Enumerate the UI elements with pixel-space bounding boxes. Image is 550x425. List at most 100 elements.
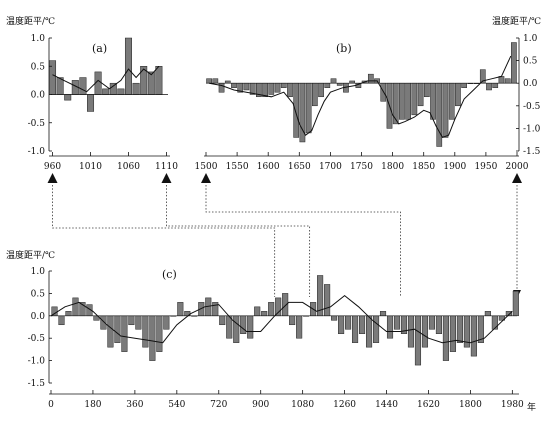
panel-c-bar [484,311,491,317]
panel-b-bars [206,42,517,147]
panel-c-bar [121,315,128,352]
panel-b-ylabel: 温度距平/℃ [492,15,541,27]
panel-b-bar [455,82,461,107]
panel-c-x-tick-label: 0 [48,400,54,410]
panel-c-x-tick-label: 1620 [417,400,440,410]
panel-a-y-tick-label: -1.0 [28,147,46,157]
panel-b-bar [492,82,499,88]
panel-b-bar [324,82,331,88]
panel-c-bar [338,315,345,334]
panel-a-y-tick-label: 0.5 [31,62,46,72]
panel-a-bar [49,60,57,95]
panel-c-bar [177,302,184,317]
panel-b-bar [448,82,455,120]
panel-c-bar [114,315,121,343]
panel-b-bar [392,82,399,125]
panel-c-tag: (c) [162,268,177,281]
panel-b-bar [318,82,324,98]
panel-c-axes: 1.0 0.5 0.0 -0.5 -1.0 -1.5 0 180 360 540 720 900 108… [28,267,524,410]
panel-c-x-tick-label: 1080 [291,400,314,410]
panel-b-y-tick-label: 0.5 [523,57,538,67]
panel-b-x-tick-label: 1950 [474,162,497,172]
panel-a-bar [102,88,110,95]
panel-b-bar [504,78,511,84]
panel-b-x-tick-label: 1750 [350,162,373,172]
panel-c-y-tick-label: 0.5 [31,289,46,299]
panel-c-x-tick-label: 720 [210,400,227,410]
panel-c-bar [72,297,79,317]
panel-c-bar [442,315,449,361]
panel-c-bar [456,315,463,343]
panel-c-bar [65,311,72,317]
connector-line [166,185,311,297]
panel-c-bar [421,315,429,348]
panel-c-bar [219,315,226,326]
panel-b-bar [498,76,505,84]
panel-a-y-tick-label: 1.0 [31,34,46,44]
panel-c-trend-line [50,294,513,344]
panel-b-axes: 1.0 0.5 0.0 -0.5 -1.0 -1.5 1500 1550 1600 1650 170… [195,34,541,172]
panel-c-xunit: 年 [527,401,536,413]
panel-c-bars [51,275,519,366]
panel-b-bar [293,82,300,138]
panel-c-bar [149,315,156,361]
panel-c-x-tick-label: 1260 [333,400,356,410]
panel-c-bar [261,311,268,317]
panel-a-tag: (a) [92,42,107,55]
panel-a-x-tick-label: 1060 [117,162,140,172]
panel-b-bar [218,82,225,93]
panel-a-x-tick-label: 960 [44,162,61,172]
panel-b-y-tick-label: 1.0 [523,34,538,44]
panel-a-trend [52,65,160,93]
panel-b-bar [511,42,517,84]
connector-marker [512,173,522,183]
panel-a-bar [155,66,163,95]
connector-line [205,185,401,297]
panel-c-bar [435,315,442,334]
panel-a-y-tick-label: -0.5 [28,119,46,129]
panel-b-bar [206,78,212,84]
panel-b-bar [287,82,293,98]
panel-b-bar [442,82,449,138]
panel-c-x-tick-label: 540 [168,400,185,410]
panel-a-bar [117,88,125,95]
panel-c-bar [135,315,142,330]
panel-c-y-tick-label: 1.0 [31,267,46,277]
panel-a-bar [64,94,72,101]
panel-b-y-tick-label: -1.5 [523,147,541,157]
panel-c-bar [100,315,107,330]
panel-b: 温度距平/℃ (b) 1.0 0.5 0.0 -0.5 -1.0 -1.5 1500 1550… [195,15,542,172]
panel-c-bar [331,315,338,321]
panel-b-bar [486,82,492,91]
panel-b-x-tick-label: 1650 [288,162,311,172]
panel-b-bar [411,82,418,116]
panel-a-bar [132,82,140,95]
panel-c-x-tick-label: 360 [126,400,143,410]
panel-b-y-tick-label: 0.0 [523,79,538,89]
panel-b-x-tick-label: 2000 [506,162,529,172]
panel-c-bar [352,315,359,343]
panel-c-y-tick-label: -1.5 [28,379,46,389]
panel-b-bar [305,82,312,134]
panel-c-bar [163,315,170,330]
panel-c-bar [107,315,114,348]
panel-b-bar [231,82,237,88]
panel-c-bar [512,290,519,317]
panel-a-ylabel: 温度距平/℃ [6,15,55,27]
panel-c-x-tick-label: 900 [252,400,269,410]
panel-c-bar [324,284,331,317]
panel-a-bars [49,37,163,112]
panel-b-bar [436,82,443,147]
panel-c-bar [289,315,296,326]
panel-b-x-tick-label: 1500 [195,162,218,172]
panel-c-y-tick-label: -0.5 [28,334,46,344]
panel-c-bar [407,315,415,348]
panel-c-bar [393,315,401,330]
panel-b-bar [280,82,287,88]
panel-b-bar [312,82,318,107]
panel-b-bar [268,82,275,95]
panel-b-bar [417,82,424,107]
panel-b-x-tick-label: 1550 [226,162,249,172]
